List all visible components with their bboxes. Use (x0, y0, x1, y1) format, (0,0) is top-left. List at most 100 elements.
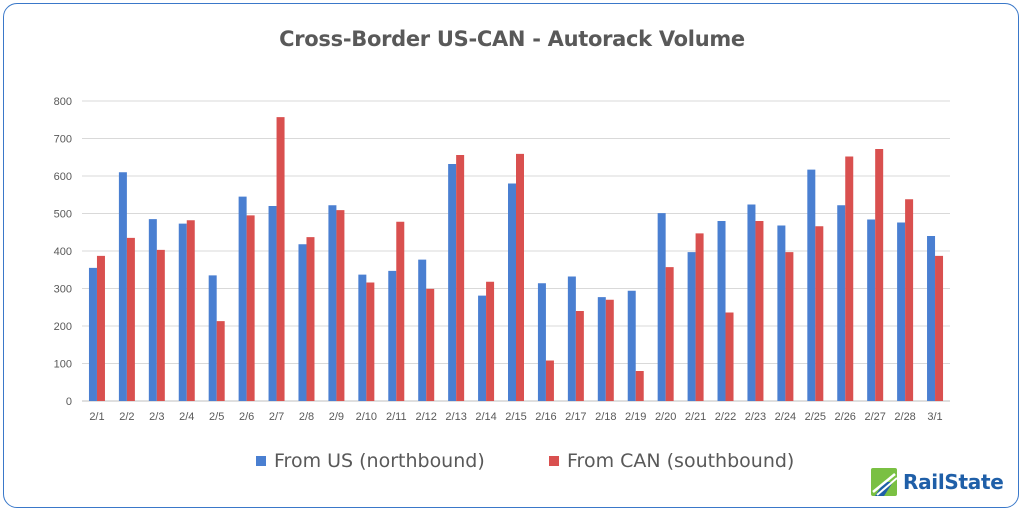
bar-can-2-25 (815, 226, 824, 401)
bar-can-2-1 (96, 255, 105, 401)
bar-us-2-7 (268, 206, 277, 401)
bar-us-2-16 (537, 283, 546, 401)
bar-us-2-24 (777, 225, 786, 401)
logo-text: RailState (903, 470, 1004, 494)
bar-can-2-10 (366, 282, 375, 401)
x-tick-label: 2/21 (685, 411, 706, 423)
bar-us-2-13 (448, 164, 457, 401)
bar-us-3-1 (927, 236, 936, 401)
x-tick-label: 2/22 (715, 411, 736, 423)
bar-can-2-21 (695, 233, 704, 401)
chart-title: Cross-Border US-CAN - Autorack Volume (279, 27, 745, 51)
bar-can-2-26 (845, 156, 854, 401)
bar-can-2-6 (246, 215, 255, 401)
bar-us-2-20 (657, 213, 666, 401)
x-tick-label: 2/9 (329, 411, 344, 423)
x-tick-label: 2/13 (445, 411, 466, 423)
x-tick-label: 2/12 (415, 411, 436, 423)
bar-can-2-19 (635, 371, 644, 401)
bar-us-2-18 (597, 297, 606, 401)
bar-us-2-6 (238, 196, 247, 401)
chart-legend: From US (northbound) From CAN (southboun… (0, 450, 1024, 476)
y-tick-label: 300 (54, 284, 72, 296)
x-tick-label: 2/20 (655, 411, 676, 423)
x-tick-label: 2/17 (565, 411, 586, 423)
legend-label-can: From CAN (southbound) (567, 450, 795, 472)
y-tick-label: 500 (54, 209, 72, 221)
x-tick-label: 2/14 (475, 411, 496, 423)
bar-can-2-8 (306, 237, 315, 401)
bar-can-2-17 (575, 311, 584, 401)
x-tick-label: 2/1 (89, 411, 104, 423)
y-tick-label: 700 (54, 134, 72, 146)
x-tick-label: 2/24 (775, 411, 796, 423)
bar-can-2-28 (905, 199, 914, 401)
bar-us-2-23 (747, 204, 756, 401)
bar-us-2-1 (88, 267, 97, 401)
bar-us-2-2 (118, 172, 127, 401)
x-tick-label: 2/16 (535, 411, 556, 423)
legend-item-us: From US (northbound) (256, 450, 485, 472)
railstate-logo: RailState (871, 468, 1004, 496)
bar-can-2-22 (725, 312, 734, 401)
bar-can-2-9 (336, 210, 345, 401)
legend-label-us: From US (northbound) (274, 450, 485, 472)
x-tick-label: 2/5 (209, 411, 224, 423)
y-tick-label: 0 (66, 396, 72, 408)
bar-can-2-15 (516, 153, 524, 401)
bar-us-2-8 (298, 244, 307, 401)
bar-can-2-20 (665, 267, 674, 401)
bar-can-2-27 (875, 149, 884, 401)
bar-us-2-15 (508, 183, 516, 401)
x-tick-label: 2/25 (805, 411, 826, 423)
x-tick-label: 2/8 (299, 411, 314, 423)
x-tick-label: 2/4 (179, 411, 194, 423)
x-tick-label: 2/26 (835, 411, 856, 423)
bar-can-2-2 (126, 237, 135, 401)
bar-us-2-12 (418, 259, 427, 401)
bar-can-2-16 (545, 360, 554, 401)
x-tick-label: 2/23 (745, 411, 766, 423)
x-tick-label: 2/7 (269, 411, 284, 423)
bar-us-2-27 (867, 219, 876, 401)
bar-can-2-11 (396, 221, 405, 401)
x-tick-label: 2/19 (625, 411, 646, 423)
x-tick-label: 2/6 (239, 411, 254, 423)
bar-can-2-4 (186, 220, 195, 401)
bar-can-2-13 (456, 155, 465, 401)
x-tick-label: 2/18 (595, 411, 616, 423)
x-tick-label: 2/11 (386, 411, 407, 423)
x-tick-label: 2/2 (119, 411, 134, 423)
x-tick-label: 2/27 (864, 411, 885, 423)
legend-swatch-us (256, 456, 266, 466)
bar-us-2-9 (328, 205, 337, 401)
bar-can-2-14 (486, 281, 495, 401)
bar-can-2-24 (785, 252, 794, 401)
x-tick-label: 2/10 (356, 411, 377, 423)
x-tick-label: 2/3 (149, 411, 164, 423)
bar-us-2-5 (208, 275, 217, 401)
x-tick-label: 3/1 (927, 411, 942, 423)
bar-us-2-26 (837, 205, 846, 401)
railstate-logo-icon (871, 468, 897, 496)
bar-us-2-14 (478, 295, 487, 401)
bar-us-2-21 (687, 252, 696, 401)
bar-can-3-1 (935, 255, 944, 401)
bar-us-2-25 (807, 169, 816, 401)
bar-can-2-3 (156, 249, 165, 401)
bar-us-2-10 (358, 274, 367, 401)
bar-us-2-11 (388, 270, 397, 401)
bar-can-2-23 (755, 221, 764, 401)
legend-item-can: From CAN (southbound) (549, 450, 794, 472)
y-tick-label: 400 (54, 246, 72, 258)
bar-us-2-4 (178, 223, 187, 401)
bar-us-2-28 (897, 222, 906, 401)
bar-us-2-17 (567, 276, 576, 401)
bar-can-2-7 (276, 117, 285, 401)
bar-can-2-18 (605, 299, 614, 401)
bar-us-2-22 (717, 221, 726, 401)
bar-can-2-5 (216, 321, 225, 401)
x-tick-label: 2/28 (894, 411, 915, 423)
y-tick-label: 200 (54, 321, 72, 333)
